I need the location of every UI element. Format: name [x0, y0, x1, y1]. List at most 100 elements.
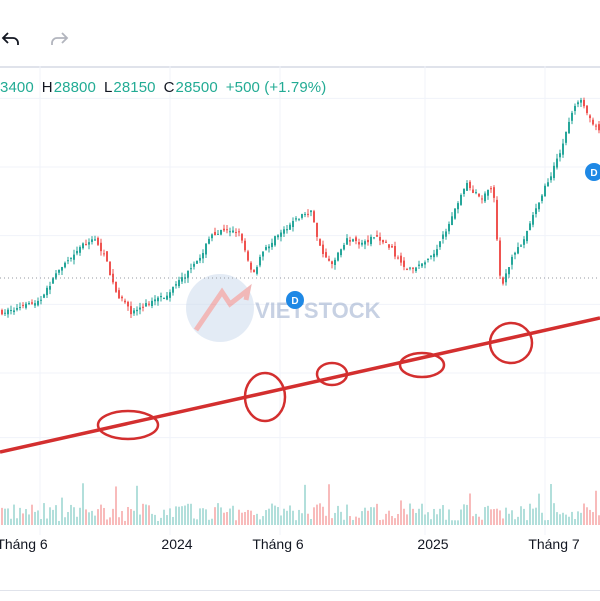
candle-body	[70, 257, 72, 259]
dividend-marker[interactable]: D	[286, 291, 304, 309]
candles	[1, 97, 600, 319]
redo-icon[interactable]	[46, 26, 70, 50]
candle-body	[469, 181, 471, 189]
candle-body	[487, 190, 489, 196]
candle-body	[82, 243, 84, 249]
volume-bar	[361, 511, 363, 525]
volume-bar	[544, 520, 546, 525]
candle-body	[394, 246, 396, 257]
candle-body	[304, 214, 306, 216]
candle-body	[535, 208, 537, 215]
candle-body	[547, 182, 549, 187]
candle-body	[376, 235, 378, 237]
candle-body	[268, 246, 270, 249]
volume-bar	[355, 516, 357, 525]
candle-body	[574, 105, 576, 112]
x-tick-label: 2025	[417, 536, 448, 552]
volume-bar	[166, 515, 168, 525]
candle-body	[445, 231, 447, 237]
volume-bar	[598, 515, 600, 525]
candle-body	[229, 231, 231, 233]
watermark-text: VIETSTOCK	[255, 298, 381, 323]
candle-body	[127, 301, 129, 307]
volume-bar	[583, 503, 585, 525]
volume-bar	[412, 508, 414, 525]
volume-bar	[193, 518, 195, 525]
candle-body	[58, 269, 60, 273]
candle-body	[52, 277, 54, 284]
candle-body	[37, 300, 39, 306]
x-tick-label: 2024	[161, 536, 192, 552]
volume-bar	[532, 508, 534, 525]
volume-bar	[88, 512, 90, 525]
volume-bar	[79, 507, 81, 525]
candle-body	[220, 229, 222, 235]
candle-body	[211, 234, 213, 239]
volume-bar	[565, 514, 567, 525]
highlight-circle	[488, 321, 534, 365]
candle-body	[55, 273, 57, 279]
candle-body	[415, 267, 417, 272]
chart-frame-border	[0, 66, 600, 68]
volume-bar	[373, 507, 375, 525]
candle-body	[250, 262, 252, 270]
candle-body	[262, 251, 264, 257]
volume-bar	[388, 510, 390, 525]
candle-body	[556, 158, 558, 168]
candle-body	[1, 310, 3, 315]
highlight-circle	[96, 409, 160, 441]
volume-bar	[364, 507, 366, 525]
volume-bar	[298, 509, 300, 525]
candle-body	[478, 193, 480, 197]
volume-bar	[271, 503, 273, 525]
volume-bar	[124, 520, 126, 525]
candle-body	[190, 268, 192, 270]
chart-frame-bottom	[0, 590, 600, 601]
x-tick-label: Tháng 7	[528, 536, 580, 552]
volume-bar	[28, 514, 30, 525]
candle-body	[520, 245, 522, 247]
candle-body	[433, 253, 435, 258]
candle-body	[382, 239, 384, 243]
ohlc-high-key: H	[41, 79, 53, 96]
volume-bar	[316, 504, 318, 525]
volume-bar	[493, 509, 495, 525]
volume-bar	[556, 512, 558, 525]
candle-body	[115, 281, 117, 292]
candle-body	[592, 119, 594, 125]
candle-body	[538, 202, 540, 210]
candle-body	[475, 192, 477, 194]
candle-body	[598, 124, 600, 131]
candle-body	[232, 230, 234, 233]
candle-body	[172, 286, 174, 293]
candle-body	[169, 292, 171, 298]
volume-bar	[427, 512, 429, 525]
volume-bar	[67, 512, 69, 525]
volume-bar	[199, 508, 201, 525]
candle-body	[337, 252, 339, 261]
volume-bar	[472, 516, 474, 525]
candle-body	[49, 286, 51, 290]
candle-body	[274, 236, 276, 246]
candle-body	[238, 231, 240, 233]
candle-body	[241, 234, 243, 241]
volume-bar	[172, 516, 174, 525]
volume-bar	[409, 503, 411, 525]
candle-body	[109, 261, 111, 276]
volume-bar	[142, 503, 144, 525]
dividend-marker[interactable]: D	[585, 163, 600, 181]
volume-bar	[400, 500, 402, 525]
volume-bar	[325, 515, 327, 525]
candle-body	[352, 239, 354, 242]
undo-icon[interactable]	[0, 26, 24, 50]
candle-body	[493, 187, 495, 198]
candle-body	[301, 214, 303, 218]
candle-body	[196, 260, 198, 264]
candle-body	[553, 165, 555, 179]
support-trendline	[0, 316, 600, 454]
volume-bar	[391, 516, 393, 525]
candle-body	[460, 195, 462, 205]
candle-body	[271, 242, 273, 248]
candle-body	[136, 309, 138, 312]
